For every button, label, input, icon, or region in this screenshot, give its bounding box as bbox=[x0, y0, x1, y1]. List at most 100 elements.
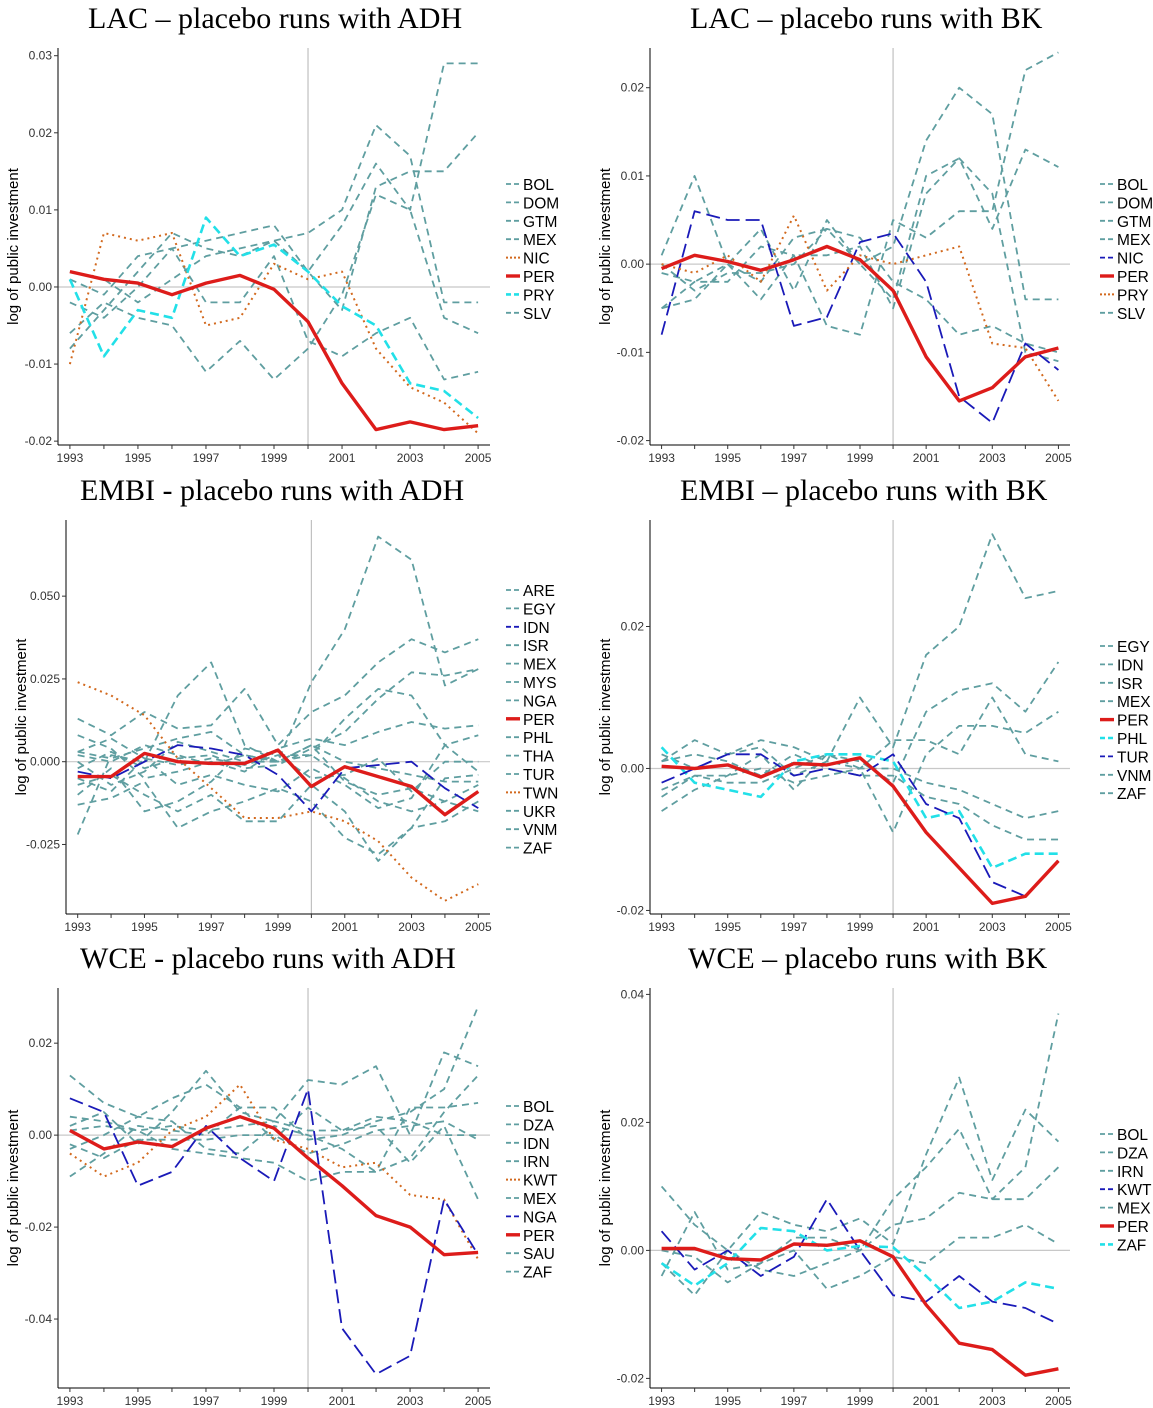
legend-label-bol: BOL bbox=[1117, 1127, 1148, 1144]
legend-label-tha: THA bbox=[523, 749, 555, 766]
legend-label-isr: ISR bbox=[523, 638, 549, 655]
chart-title: LAC – placebo runs with ADH bbox=[88, 2, 463, 35]
chart-panel-2: -0.02 -0.01 0.00 0.01 0.02 1993 1995 1997 1999 20… bbox=[597, 48, 1153, 465]
y-tick-label: 0.01 bbox=[29, 203, 53, 217]
series-line-zaf bbox=[77, 668, 479, 770]
legend-label-isr: ISR bbox=[1117, 676, 1143, 693]
series-line-vnm bbox=[661, 767, 1059, 820]
series-line-isr bbox=[661, 696, 1059, 777]
series-line-pry bbox=[68, 216, 479, 420]
x-tick-label: 1995 bbox=[125, 451, 152, 465]
series-line-bol bbox=[660, 86, 1059, 301]
y-tick-label: 0.00 bbox=[29, 280, 53, 294]
y-tick-label: 0.025 bbox=[30, 672, 60, 686]
x-tick-label: 2001 bbox=[913, 451, 940, 465]
series-line-ukr bbox=[77, 754, 479, 793]
series-line-per bbox=[69, 1114, 479, 1257]
legend-label-sau: SAU bbox=[523, 1246, 555, 1263]
legend-label-per: PER bbox=[523, 269, 555, 286]
y-axis-label: log of public investment bbox=[13, 638, 30, 796]
series-line-per bbox=[69, 269, 479, 432]
x-tick-label: 2001 bbox=[329, 451, 356, 465]
legend-label-zaf: ZAF bbox=[1117, 786, 1146, 803]
x-tick-label: 1997 bbox=[193, 451, 220, 465]
legend-label-dza: DZA bbox=[1117, 1145, 1149, 1162]
y-tick-label: 0.01 bbox=[621, 169, 645, 183]
legend-label-irn: IRN bbox=[523, 1154, 550, 1171]
x-tick-label: 1993 bbox=[64, 920, 91, 934]
x-tick-label: 1993 bbox=[57, 1394, 84, 1408]
y-tick-label: 0.00 bbox=[621, 1243, 645, 1257]
x-tick-label: 1997 bbox=[198, 920, 225, 934]
legend-label-gtm: GTM bbox=[523, 214, 557, 231]
series-line-nic bbox=[68, 232, 479, 435]
x-tick-label: 1999 bbox=[261, 451, 288, 465]
x-tick-label: 1999 bbox=[261, 1394, 288, 1408]
x-tick-label: 2003 bbox=[979, 920, 1006, 934]
legend-label-tur: TUR bbox=[523, 767, 555, 784]
series-line-dom bbox=[69, 124, 479, 304]
legend-label-phl: PHL bbox=[523, 730, 554, 747]
x-tick-label: 2003 bbox=[979, 451, 1006, 465]
chart-title: EMBI - placebo runs with ADH bbox=[80, 474, 465, 507]
legend-label-pry: PRY bbox=[1117, 287, 1149, 304]
x-tick-label: 1999 bbox=[265, 920, 292, 934]
series-line-irn bbox=[660, 1166, 1060, 1297]
y-tick-label: -0.01 bbox=[25, 357, 53, 371]
chart-panel-3: -0.025 0.000 0.025 0.050 1993 1995 1997 1999 200… bbox=[13, 520, 558, 934]
legend-label-bol: BOL bbox=[1117, 177, 1148, 194]
x-tick-label: 1999 bbox=[847, 920, 874, 934]
x-tick-label: 2003 bbox=[979, 1394, 1006, 1408]
x-tick-label: 2005 bbox=[1045, 1394, 1072, 1408]
series-line-phl bbox=[660, 746, 1059, 870]
x-tick-label: 2003 bbox=[397, 1394, 424, 1408]
series-line-phl bbox=[77, 740, 479, 786]
legend-label-mex: MEX bbox=[523, 232, 557, 249]
y-axis-label: log of public investment bbox=[597, 1109, 614, 1267]
x-tick-label: 1997 bbox=[781, 920, 808, 934]
x-tick-label: 1995 bbox=[714, 1394, 741, 1408]
legend-label-mys: MYS bbox=[523, 675, 557, 692]
x-tick-label: 1993 bbox=[648, 920, 675, 934]
legend-label-phl: PHL bbox=[1117, 731, 1148, 748]
chart-panel-4: -0.02 0.00 0.02 1993 1995 1997 1999 2001 2003 200… bbox=[597, 520, 1151, 934]
legend-label-idn: IDN bbox=[1117, 657, 1144, 674]
y-tick-label: 0.02 bbox=[621, 619, 645, 633]
legend-label-twn: TWN bbox=[523, 785, 558, 802]
chart-panel-1: -0.02 -0.01 0.00 0.01 0.02 0.03 1993 1995 1997 19… bbox=[5, 48, 559, 465]
legend-label-idn: IDN bbox=[523, 1136, 550, 1153]
series-line-pry bbox=[661, 214, 1060, 402]
y-tick-label: -0.04 bbox=[25, 1312, 53, 1326]
y-axis-label: log of public investment bbox=[597, 638, 614, 796]
chart-panel-5: -0.04 -0.02 0.00 0.02 1993 1995 1997 1999 2001 20… bbox=[5, 988, 558, 1408]
y-tick-label: 0.000 bbox=[30, 755, 60, 769]
legend-label-nga: NGA bbox=[523, 693, 557, 710]
y-axis-label: log of public investment bbox=[597, 167, 614, 325]
legend-label-dza: DZA bbox=[523, 1117, 555, 1134]
legend-label-dom: DOM bbox=[1117, 195, 1153, 212]
y-tick-label: -0.02 bbox=[25, 1220, 53, 1234]
y-tick-label: 0.02 bbox=[621, 1115, 645, 1129]
series-line-per bbox=[661, 1239, 1059, 1377]
legend-label-mex: MEX bbox=[1117, 232, 1151, 249]
legend-label-kwt: KWT bbox=[523, 1173, 558, 1190]
series-line-twn bbox=[77, 681, 479, 902]
x-tick-label: 2005 bbox=[465, 920, 492, 934]
legend-label-nic: NIC bbox=[523, 251, 550, 268]
legend-label-nic: NIC bbox=[1117, 251, 1144, 268]
y-tick-label: -0.02 bbox=[617, 434, 645, 448]
y-axis-label: log of public investment bbox=[5, 1109, 22, 1267]
y-tick-label: -0.02 bbox=[617, 903, 645, 917]
y-tick-label: 0.04 bbox=[621, 987, 645, 1001]
legend-label-slv: SLV bbox=[1117, 306, 1146, 323]
series-line-gtm bbox=[661, 157, 1059, 363]
legend-label-mex: MEX bbox=[523, 657, 557, 674]
legend-label-zaf: ZAF bbox=[1117, 1237, 1146, 1254]
series-line-egy bbox=[661, 533, 1059, 763]
x-tick-label: 2005 bbox=[1045, 451, 1072, 465]
legend-label-vnm: VNM bbox=[523, 822, 557, 839]
legend-label-kwt: KWT bbox=[1117, 1182, 1152, 1199]
x-tick-label: 1995 bbox=[125, 1394, 152, 1408]
chart-title: WCE - placebo runs with ADH bbox=[80, 942, 456, 975]
series-line-per bbox=[660, 244, 1059, 403]
